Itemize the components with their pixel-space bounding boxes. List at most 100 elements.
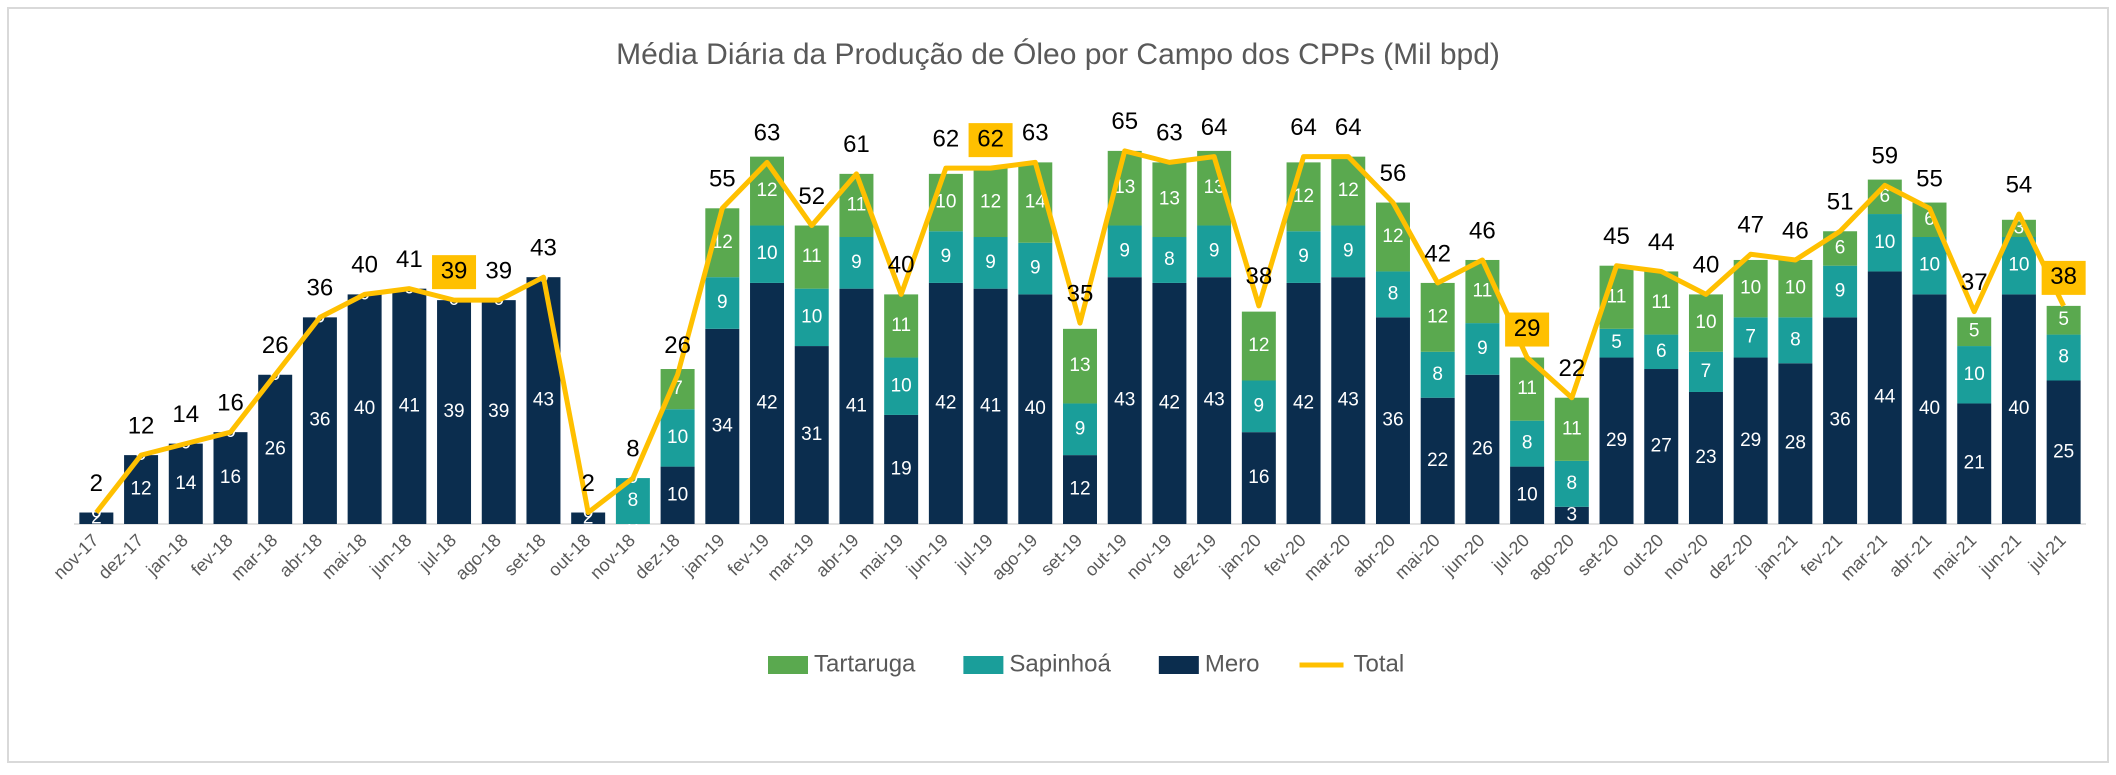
segment-label: 36 xyxy=(1830,410,1851,431)
bar-segment xyxy=(1197,225,1232,278)
total-label: 63 xyxy=(1022,120,1049,147)
segment-label: 11 xyxy=(1473,281,1493,302)
legend-label: Mero xyxy=(1205,650,1260,677)
bar-segment xyxy=(1152,282,1187,524)
bar-segment xyxy=(1644,271,1679,335)
total-label: 43 xyxy=(530,235,557,262)
bar-segment xyxy=(2001,294,2036,524)
segment-label: 16 xyxy=(1248,467,1269,488)
segment-label: 43 xyxy=(1338,390,1359,411)
segment-label: 6 xyxy=(1656,341,1667,362)
total-label: 47 xyxy=(1737,212,1764,239)
segment-label: 2 xyxy=(583,507,594,528)
total-line xyxy=(94,148,2066,516)
bar-segment xyxy=(1688,294,1723,352)
legend-swatch xyxy=(768,656,808,674)
segment-label: 10 xyxy=(1695,312,1716,333)
segment-label: 10 xyxy=(756,243,777,264)
segment-label: 7 xyxy=(1701,361,1712,382)
segment-label: 26 xyxy=(265,438,286,459)
segment-label: 42 xyxy=(1159,392,1180,413)
bar-segment xyxy=(1107,277,1142,524)
segment-label: 9 xyxy=(1119,240,1130,261)
bar-segment xyxy=(1063,328,1097,404)
segment-label: 11 xyxy=(802,246,822,267)
segment-label: 6 xyxy=(1924,209,1935,230)
total-label: 22 xyxy=(1558,355,1585,382)
bar-segment xyxy=(302,317,337,524)
bar-segment xyxy=(1063,455,1097,524)
bar-segment xyxy=(1018,242,1053,295)
total-label: 38 xyxy=(2050,263,2077,290)
bar-segment xyxy=(1510,466,1545,524)
segment-label: 11 xyxy=(1517,378,1537,399)
total-label: 26 xyxy=(262,332,289,359)
bar-segment xyxy=(1554,397,1589,461)
bar-segment xyxy=(1152,162,1187,237)
bar-segment xyxy=(928,231,963,283)
segment-label: 8 xyxy=(628,490,639,511)
bar-segment xyxy=(1733,357,1768,524)
bar-segment xyxy=(660,409,695,467)
segment-label: 31 xyxy=(801,424,822,445)
segment-label: 40 xyxy=(1919,398,1940,419)
chart-title: Média Diária da Produção de Óleo por Cam… xyxy=(616,38,1500,71)
segment-label: 8 xyxy=(2058,347,2069,368)
segment-label: 40 xyxy=(2008,398,2029,419)
total-label: 39 xyxy=(485,257,512,284)
bar-segment xyxy=(526,277,561,524)
total-label: 39 xyxy=(441,257,468,284)
bar-segment xyxy=(794,346,829,524)
bar-segment xyxy=(1152,237,1187,283)
segment-label: 9 xyxy=(1209,240,1220,261)
segment-label: 13 xyxy=(1159,189,1180,210)
bar-segment xyxy=(1912,237,1947,295)
bar-segment xyxy=(1018,294,1053,524)
total-label: 61 xyxy=(843,131,870,158)
bar-segment xyxy=(1107,225,1142,278)
segment-label: 12 xyxy=(1382,226,1403,247)
segment-label: 39 xyxy=(488,401,509,422)
bar-segment xyxy=(1823,317,1858,524)
segment-label: 10 xyxy=(667,484,688,505)
segment-label: 8 xyxy=(1432,364,1443,385)
segment-label: 10 xyxy=(891,375,912,396)
segment-label: 8 xyxy=(1388,283,1399,304)
segment-label: 11 xyxy=(1607,286,1627,307)
bar-segment xyxy=(1733,259,1768,318)
bar-segment xyxy=(1554,460,1589,507)
segment-label: 39 xyxy=(443,401,464,422)
bar-segment xyxy=(1957,403,1992,524)
bar-segment xyxy=(2046,380,2081,524)
segment-label: 42 xyxy=(1293,392,1314,413)
segment-label: 40 xyxy=(1025,398,1046,419)
total-label: 16 xyxy=(217,390,244,417)
bar-segment xyxy=(750,225,785,283)
total-label: 14 xyxy=(172,401,199,428)
bar-segment xyxy=(1644,334,1679,370)
bar-segment xyxy=(750,156,785,226)
segment-label: 5 xyxy=(1969,321,1980,342)
segment-label: 9 xyxy=(851,252,862,273)
legend-swatch xyxy=(1158,656,1199,674)
segment-label: 11 xyxy=(847,194,867,215)
bar-segment xyxy=(481,300,516,524)
segment-label: 40 xyxy=(354,398,375,419)
segment-label: 10 xyxy=(935,192,956,213)
segment-label: 11 xyxy=(1651,292,1671,313)
segment-label: 3 xyxy=(1567,504,1578,525)
total-label: 37 xyxy=(1961,269,1988,296)
segment-label: 11 xyxy=(1562,418,1582,439)
bar-segment xyxy=(1644,369,1679,524)
segment-label: 9 xyxy=(1030,258,1041,279)
label-highlight xyxy=(968,123,1013,158)
bar-segment xyxy=(1420,282,1455,352)
bar-segment xyxy=(1420,351,1455,398)
bar-segment xyxy=(1867,271,1902,524)
bar-segment xyxy=(1375,317,1410,524)
bar-segment xyxy=(1599,357,1634,524)
total-label: 65 xyxy=(1111,108,1138,135)
bar-segment xyxy=(884,357,919,415)
bar-segment xyxy=(973,288,1008,524)
total-label: 45 xyxy=(1603,223,1630,250)
